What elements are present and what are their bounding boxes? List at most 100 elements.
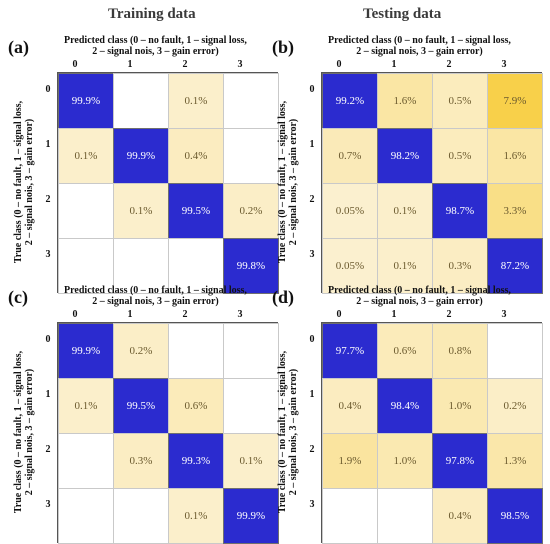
predicted-class-axis-label: Predicted class (0 – no fault, 1 – signa… [43,35,268,57]
predicted-class-tick: 2 [446,309,452,320]
predicted-class-axis-label: Predicted class (0 – no fault, 1 – signa… [43,285,268,307]
confusion-matrix-panel: (a) Predicted class (0 – no fault, 1 – si… [8,34,279,294]
matrix-cell: 1.9% [322,433,378,489]
testing-column-title: Testing data [363,6,442,22]
matrix-cell [58,488,114,544]
matrix-cell: 0.2% [223,183,279,239]
matrix-cell: 99.9% [58,73,114,129]
predicted-class-tick: 3 [501,59,507,70]
matrix-cell: 1.0% [377,433,433,489]
predicted-class-tick: 1 [391,309,397,320]
predicted-axis-line-2: 2 – signal nois, 3 – gain error) [92,296,219,307]
matrix-cell: 0.8% [432,323,488,379]
true-axis-line-1: True class (0 – no fault, 1 – signal los… [277,100,288,264]
matrix-cell: 1.3% [487,433,543,489]
matrix-cell [168,323,224,379]
matrix-cell: 3.3% [487,183,543,239]
true-class-tick: 3 [309,249,315,260]
matrix-cell: 0.4% [432,488,488,544]
matrix-cell: 98.5% [487,488,543,544]
true-class-tick: 2 [309,194,315,205]
true-axis-line-2: 2 – signal nois, 3 – gain error) [24,118,35,246]
matrix-cell: 97.8% [432,433,488,489]
predicted-class-tick: 3 [237,59,243,70]
panel-label: (d) [272,287,294,307]
true-axis-line-1: True class (0 – no fault, 1 – signal los… [13,100,24,264]
predicted-axis-line-1: Predicted class (0 – no fault, 1 – signa… [64,285,247,296]
matrix-cell [58,238,114,294]
true-class-tick: 3 [45,249,51,260]
true-class-axis-label: True class (0 – no fault, 1 – signal los… [13,72,37,292]
true-class-tick: 0 [45,334,51,345]
matrix-cell: 0.3% [432,238,488,294]
predicted-class-tick: 0 [72,59,78,70]
matrix-cell: 1.6% [377,73,433,129]
matrix-cell: 0.5% [432,73,488,129]
matrix-cell: 99.9% [58,323,114,379]
matrix-cell: 0.1% [223,433,279,489]
predicted-class-tick: 1 [391,59,397,70]
matrix-cell [223,378,279,434]
matrix-cell [377,488,433,544]
matrix-cell [113,73,169,129]
matrix-cell: 0.2% [487,378,543,434]
confusion-matrix-grid: 99.2% 1.6% 0.5% 7.9% 0.7% 98.2% 0.5% 1.6% 0.05% 0… [321,72,543,294]
predicted-class-tick: 2 [182,59,188,70]
panel-label: (b) [272,37,294,57]
matrix-cell: 99.9% [113,128,169,184]
predicted-class-tick: 2 [446,59,452,70]
true-class-tick: 3 [45,499,51,510]
predicted-class-tick: 3 [501,309,507,320]
true-class-tick: 2 [309,444,315,455]
true-class-tick: 1 [309,139,315,150]
predicted-class-tick: 0 [336,309,342,320]
true-class-tick: 3 [309,499,315,510]
true-axis-line-1: True class (0 – no fault, 1 – signal los… [13,350,24,514]
predicted-class-tick: 0 [72,309,78,320]
matrix-cell: 0.7% [322,128,378,184]
matrix-cell: 98.2% [377,128,433,184]
predicted-class-tick: 1 [127,309,133,320]
true-class-axis-label: True class (0 – no fault, 1 – signal los… [277,72,301,292]
true-class-tick: 1 [309,389,315,400]
predicted-axis-line-1: Predicted class (0 – no fault, 1 – signa… [64,35,247,46]
matrix-cell [322,488,378,544]
matrix-cell: 0.6% [168,378,224,434]
matrix-cell: 0.6% [377,323,433,379]
true-axis-line-1: True class (0 – no fault, 1 – signal los… [277,350,288,514]
matrix-cell: 0.05% [322,238,378,294]
true-class-tick: 0 [309,84,315,95]
matrix-cell: 0.05% [322,183,378,239]
matrix-cell: 0.1% [168,488,224,544]
predicted-class-tick: 1 [127,59,133,70]
matrix-cell: 0.2% [113,323,169,379]
matrix-cell: 99.9% [223,488,279,544]
predicted-class-tick: 2 [182,309,188,320]
predicted-axis-line-1: Predicted class (0 – no fault, 1 – signa… [328,285,511,296]
matrix-cell: 1.6% [487,128,543,184]
matrix-cell: 7.9% [487,73,543,129]
matrix-cell: 0.4% [322,378,378,434]
matrix-cell: 0.3% [113,433,169,489]
predicted-axis-line-2: 2 – signal nois, 3 – gain error) [356,296,483,307]
matrix-cell: 99.8% [223,238,279,294]
matrix-cell: 0.4% [168,128,224,184]
matrix-cell: 0.1% [58,378,114,434]
true-class-tick: 1 [45,389,51,400]
matrix-cell: 0.1% [377,238,433,294]
matrix-cell [168,238,224,294]
matrix-cell: 99.5% [113,378,169,434]
confusion-matrix-panel: (b) Predicted class (0 – no fault, 1 – si… [272,34,543,294]
true-axis-line-2: 2 – signal nois, 3 – gain error) [288,118,299,246]
matrix-cell [223,323,279,379]
panel-label: (a) [8,37,29,57]
matrix-cell: 0.1% [113,183,169,239]
matrix-cell: 0.1% [377,183,433,239]
matrix-cell [58,433,114,489]
panel-label: (c) [8,287,28,307]
training-column-title: Training data [108,6,196,22]
matrix-cell: 87.2% [487,238,543,294]
confusion-matrix-panel: (c) Predicted class (0 – no fault, 1 – si… [8,284,279,544]
matrix-cell [113,488,169,544]
matrix-cell [223,73,279,129]
